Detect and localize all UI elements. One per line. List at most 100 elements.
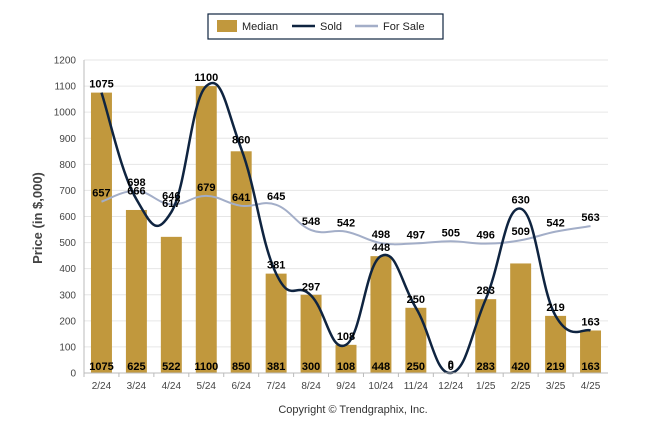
sold-value-label: 297 xyxy=(302,282,320,294)
x-tick-label: 4/24 xyxy=(162,381,182,392)
bar-median xyxy=(545,315,567,373)
bar-median xyxy=(370,256,392,373)
for-sale-value-label: 509 xyxy=(511,226,529,238)
line-sold xyxy=(100,81,592,375)
for-sale-value-label: 505 xyxy=(442,227,460,239)
sold-value-label: 250 xyxy=(407,294,425,306)
y-tick-label: 700 xyxy=(59,186,76,197)
y-tick-label: 1100 xyxy=(54,82,76,93)
for-sale-value-label: 542 xyxy=(546,218,564,230)
data-labels: 1075 625 522 1100 850 381 300 108 448 250 0 283 420 2… xyxy=(89,72,599,373)
for-sale-value-label: 698 xyxy=(127,177,145,189)
median-value-label: 0 xyxy=(448,361,454,373)
sold-value-label: 617 xyxy=(162,198,180,210)
bar-median xyxy=(160,236,182,373)
bar-median xyxy=(125,209,147,373)
legend-median-label: Median xyxy=(242,21,278,33)
sold-value-label: 448 xyxy=(372,242,390,254)
y-axis-label: Price (in $,000) xyxy=(30,172,45,264)
sold-value-label: 1100 xyxy=(194,72,218,84)
legend-forsale-label: For Sale xyxy=(383,21,425,33)
median-value-label: 522 xyxy=(162,361,180,373)
sold-value-label: 860 xyxy=(232,135,250,147)
median-value-label: 1100 xyxy=(194,361,218,373)
y-tick-label: 800 xyxy=(59,160,76,171)
median-value-label: 448 xyxy=(372,361,390,373)
sold-value-label: 163 xyxy=(581,316,599,328)
bar-median xyxy=(90,92,112,374)
median-value-label: 420 xyxy=(511,361,529,373)
x-tick-label: 1/25 xyxy=(476,381,496,392)
bar-median xyxy=(580,330,602,373)
median-value-label: 108 xyxy=(337,361,355,373)
bar-median xyxy=(405,307,427,373)
sold-value-label: 666 xyxy=(127,185,145,197)
median-value-label: 1075 xyxy=(89,361,113,373)
for-sale-value-label: 679 xyxy=(197,182,215,194)
bar-median xyxy=(300,294,322,373)
for-sale-value-label: 496 xyxy=(477,230,495,242)
x-tick-label: 9/24 xyxy=(336,381,356,392)
legend-median-swatch xyxy=(217,20,237,32)
for-sale-value-label: 657 xyxy=(92,188,110,200)
x-tick-label: 11/24 xyxy=(404,381,429,392)
axes: 0 100 200 300 400 500 600 700 800 900 1000 1100 1200… xyxy=(54,56,608,392)
sold-value-label: 0 xyxy=(448,359,454,371)
median-value-label: 850 xyxy=(232,361,250,373)
median-value-label: 283 xyxy=(477,361,495,373)
legend: Median Sold For Sale xyxy=(207,13,444,40)
bar-median xyxy=(230,151,252,373)
median-value-label: 163 xyxy=(581,361,599,373)
for-sale-value-label: 563 xyxy=(581,212,599,224)
for-sale-value-label: 646 xyxy=(162,191,180,203)
x-tick-label: 6/24 xyxy=(231,381,251,392)
sold-value-label: 219 xyxy=(546,302,564,314)
median-value-label: 219 xyxy=(546,361,564,373)
median-value-label: 300 xyxy=(302,361,320,373)
x-tick-label: 8/24 xyxy=(301,381,321,392)
x-tick-label: 7/24 xyxy=(266,381,286,392)
y-tick-label: 600 xyxy=(59,212,76,223)
for-sale-value-label: 645 xyxy=(267,191,285,203)
for-sale-value-label: 497 xyxy=(407,229,425,241)
median-bars xyxy=(90,86,602,374)
bar-median xyxy=(510,263,532,373)
series-lines xyxy=(100,81,592,375)
x-tick-label: 4/25 xyxy=(581,381,601,392)
y-tick-label: 0 xyxy=(70,369,76,380)
x-tick-label: 3/25 xyxy=(546,381,566,392)
sold-value-label: 283 xyxy=(477,285,495,297)
bar-median xyxy=(335,344,357,373)
y-tick-label: 1000 xyxy=(54,108,77,119)
for-sale-value-label: 542 xyxy=(337,218,355,230)
median-value-label: 250 xyxy=(407,361,425,373)
line-for-sale xyxy=(101,189,591,246)
for-sale-value-label: 641 xyxy=(232,192,250,204)
y-tick-label: 200 xyxy=(59,316,76,327)
y-tick-label: 100 xyxy=(59,342,76,353)
x-tick-label: 2/24 xyxy=(92,381,112,392)
y-tick-label: 500 xyxy=(59,238,76,249)
y-tick-label: 400 xyxy=(59,264,76,275)
bar-median xyxy=(195,86,217,373)
x-tick-label: 10/24 xyxy=(368,381,393,392)
sold-value-label: 630 xyxy=(511,195,529,207)
sold-value-label: 108 xyxy=(337,331,355,343)
bar-median xyxy=(265,273,287,373)
y-tick-label: 900 xyxy=(59,134,76,145)
x-tick-label: 5/24 xyxy=(197,381,217,392)
sold-value-label: 381 xyxy=(267,260,285,272)
sold-value-label: 1075 xyxy=(89,79,113,91)
x-tick-label: 12/24 xyxy=(438,381,463,392)
y-tick-label: 300 xyxy=(59,290,76,301)
median-value-label: 381 xyxy=(267,361,285,373)
x-tick-label: 3/24 xyxy=(127,381,147,392)
x-tick-label: 2/25 xyxy=(511,381,531,392)
for-sale-value-label: 548 xyxy=(302,216,320,228)
bar-median xyxy=(475,299,497,373)
y-tick-label: 1200 xyxy=(54,56,77,67)
median-value-label: 625 xyxy=(127,361,145,373)
legend-sold-label: Sold xyxy=(320,21,342,33)
for-sale-value-label: 498 xyxy=(372,229,390,241)
